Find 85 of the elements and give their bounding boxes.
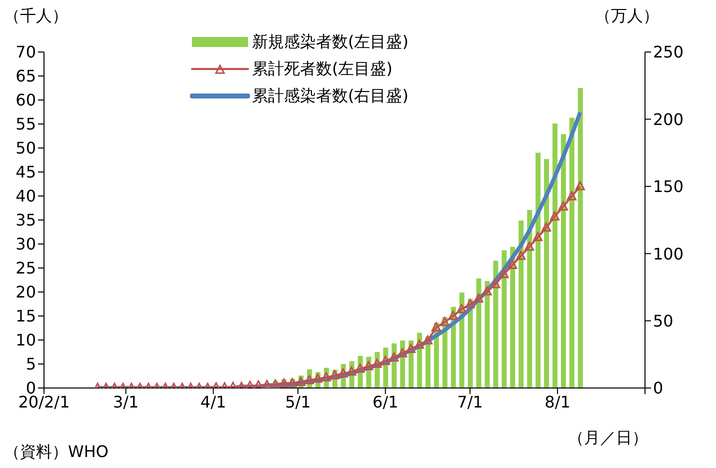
bar [552, 124, 558, 388]
point [440, 316, 450, 326]
bar [518, 220, 524, 388]
bar [484, 280, 490, 388]
y-tick-label: 25 [16, 258, 36, 278]
point [558, 201, 568, 210]
y-tick-label: 20 [16, 282, 36, 302]
point [508, 260, 518, 270]
point [398, 348, 408, 358]
y-tick-label: 15 [16, 306, 36, 326]
text: （資料）WHO [4, 442, 108, 463]
legend-label: 新規感染者数(左目盛) [252, 31, 408, 53]
legend-label: 累計感染者数(右目盛) [252, 85, 408, 107]
bar [510, 246, 516, 388]
point [422, 335, 433, 344]
bar [502, 250, 507, 388]
x-tick-label: 6/1 [372, 392, 398, 412]
point [279, 378, 289, 388]
y2-axis-title: （万人） [595, 6, 659, 27]
point [414, 340, 424, 349]
point [474, 293, 484, 303]
point [389, 352, 399, 362]
point [312, 374, 322, 383]
bar [569, 118, 574, 388]
point [355, 364, 365, 373]
x-tick-label: 7/1 [457, 392, 483, 412]
y2-tick-label: 250 [653, 42, 684, 62]
point [516, 250, 526, 260]
bar [578, 88, 583, 388]
x-tick-label: 3/1 [112, 392, 139, 412]
point [532, 232, 543, 242]
y-tick-label: 10 [16, 330, 36, 350]
y2-tick-label: 100 [653, 244, 684, 264]
y-tick-label: 35 [16, 210, 36, 230]
bar [536, 152, 541, 388]
point [406, 344, 416, 354]
y-tick-label: 65 [16, 66, 36, 86]
point [338, 368, 348, 378]
bar [544, 159, 550, 388]
point [372, 358, 382, 368]
point [321, 372, 331, 382]
point [566, 191, 576, 200]
point [262, 380, 272, 388]
point [541, 222, 552, 232]
point [448, 310, 458, 320]
bar [476, 278, 482, 388]
y-tick-label: 60 [16, 90, 36, 110]
point [524, 242, 534, 251]
point [330, 370, 340, 380]
y-tick-label: 45 [16, 162, 36, 182]
y-tick-label: 40 [16, 186, 36, 206]
y-tick-label: 55 [16, 114, 36, 134]
point [304, 375, 314, 384]
point [288, 378, 298, 388]
point [456, 304, 466, 314]
bar [527, 210, 532, 388]
x-axis-title: （月／日） [568, 428, 648, 449]
point [499, 268, 509, 278]
point [346, 366, 356, 376]
point [490, 279, 500, 288]
point [431, 322, 441, 332]
point [254, 380, 264, 388]
point [296, 376, 306, 386]
x-tick-label: 8/1 [544, 392, 570, 412]
y2-tick-label: 0 [653, 378, 664, 398]
y-tick-label: 70 [16, 42, 36, 62]
x-tick-label: 5/1 [285, 392, 311, 412]
point [482, 286, 492, 296]
x-tick-label: 4/1 [200, 392, 226, 412]
y-tick-label: 5 [26, 354, 36, 374]
y2-tick-label: 50 [653, 311, 674, 330]
bar [560, 134, 566, 388]
point [550, 211, 560, 221]
point [575, 181, 585, 190]
point [364, 361, 374, 370]
legend-label: 累計死者数(左目盛) [252, 58, 392, 80]
y-tick-label: 50 [16, 138, 36, 158]
y2-tick-label: 150 [653, 177, 684, 196]
point [380, 356, 390, 366]
y-axis-title: （千人） [4, 6, 68, 27]
bar [493, 260, 498, 388]
y-tick-label: 30 [16, 234, 36, 254]
y2-tick-label: 200 [653, 110, 684, 129]
point [465, 299, 475, 308]
point [270, 379, 280, 388]
